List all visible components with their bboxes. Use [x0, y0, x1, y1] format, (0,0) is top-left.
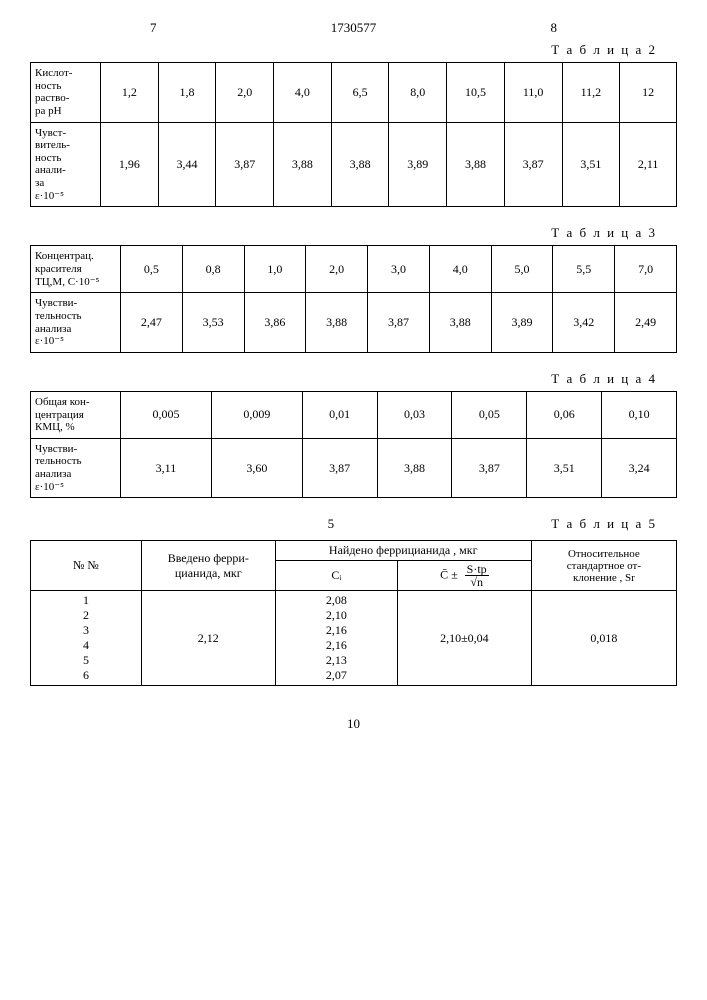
- t5-h-sr: Относительное стандартное от- клонение ,…: [531, 541, 676, 591]
- t2-r1-c2: 2,0: [216, 63, 274, 123]
- doc-number: 1730577: [0, 20, 707, 36]
- t4-r2-c1: 3,60: [211, 438, 302, 498]
- t4-r1-c3: 0,03: [377, 391, 452, 438]
- t4-r1-c6: 0,10: [602, 391, 677, 438]
- t2-r2-header: Чувст- витель- ность анали- за ε·10⁻⁵: [31, 122, 101, 207]
- t3-r2-c2: 3,86: [244, 293, 306, 353]
- t5-n0: 1: [34, 593, 138, 608]
- t2-r2-c9: 2,11: [620, 122, 677, 207]
- t5-ci: 2,08 2,10 2,16 2,16 2,13 2,07: [275, 591, 397, 686]
- t5-n3: 4: [34, 638, 138, 653]
- t4-r2-c4: 3,87: [452, 438, 527, 498]
- bottom-number: 10: [30, 716, 677, 732]
- t5-ci3: 2,16: [279, 638, 394, 653]
- t5-ci4: 2,13: [279, 653, 394, 668]
- t2-r2-c4: 3,88: [331, 122, 389, 207]
- t3-r2-c1: 3,53: [182, 293, 244, 353]
- table5-caption: Т а б л и ц а 5: [551, 516, 657, 532]
- t2-r1-header: Кислот- ность раство- ра pH: [31, 63, 101, 123]
- t5-n2: 3: [34, 623, 138, 638]
- t4-r2-c0: 3,11: [121, 438, 212, 498]
- t5-ci1: 2,10: [279, 608, 394, 623]
- t5-nums: 1 2 3 4 5 6: [31, 591, 142, 686]
- t2-r1-c5: 8,0: [389, 63, 447, 123]
- t3-r2-c3: 3,88: [306, 293, 368, 353]
- t3-r1-c2: 1,0: [244, 246, 306, 293]
- t2-r2-c2: 3,87: [216, 122, 274, 207]
- t3-r2-c7: 3,42: [553, 293, 615, 353]
- t2-r1-c6: 10,5: [447, 63, 505, 123]
- t4-r2-c6: 3,24: [602, 438, 677, 498]
- t3-r1-c0: 0,5: [121, 246, 183, 293]
- t5-n1: 2: [34, 608, 138, 623]
- t3-r2-c5: 3,88: [429, 293, 491, 353]
- table2: Кислот- ность раство- ра pH 1,2 1,8 2,0 …: [30, 62, 677, 207]
- table3: Концентрац. красителя ТЦ,М, С·10⁻⁵ 0,5 0…: [30, 245, 677, 352]
- formula-left: C̄ ±: [440, 568, 458, 582]
- t3-r1-c7: 5,5: [553, 246, 615, 293]
- t5-h-formula: C̄ ± S·tp √n: [397, 561, 531, 591]
- t2-r2-c1: 3,44: [158, 122, 216, 207]
- t3-r2-c8: 2,49: [615, 293, 677, 353]
- t5-sr: 0,018: [531, 591, 676, 686]
- t3-r1-c1: 0,8: [182, 246, 244, 293]
- table5: № № Введено ферри- цианида, мкг Найдено …: [30, 540, 677, 686]
- t5-ci5: 2,07: [279, 668, 394, 683]
- t3-r1-c5: 4,0: [429, 246, 491, 293]
- mid-number: 5: [328, 516, 335, 532]
- t2-r1-c4: 6,5: [331, 63, 389, 123]
- t3-r1-header: Концентрац. красителя ТЦ,М, С·10⁻⁵: [31, 246, 121, 293]
- t2-r2-c3: 3,88: [274, 122, 332, 207]
- t3-r2-c6: 3,89: [491, 293, 553, 353]
- t4-r1-c0: 0,005: [121, 391, 212, 438]
- t5-introduced: 2,12: [141, 591, 275, 686]
- t5-h-intro: Введено ферри- цианида, мкг: [141, 541, 275, 591]
- table4: Общая кон- центрация КМЦ, % 0,005 0,009 …: [30, 391, 677, 498]
- t5-n4: 5: [34, 653, 138, 668]
- t2-r2-c5: 3,89: [389, 122, 447, 207]
- table2-caption: Т а б л и ц а 2: [30, 42, 657, 58]
- t3-r2-header: Чувстви- тельность анализа ε·10⁻⁵: [31, 293, 121, 353]
- t5-h-ci: Cᵢ: [275, 561, 397, 591]
- t3-r2-c0: 2,47: [121, 293, 183, 353]
- t2-r1-c9: 12: [620, 63, 677, 123]
- formula-bot: √n: [465, 576, 489, 588]
- t3-r1-c8: 7,0: [615, 246, 677, 293]
- t4-r2-c5: 3,51: [527, 438, 602, 498]
- t4-r1-c1: 0,009: [211, 391, 302, 438]
- t5-h-found: Найдено феррицианида , мкг: [275, 541, 531, 561]
- t3-r2-c4: 3,87: [368, 293, 430, 353]
- table3-caption: Т а б л и ц а 3: [30, 225, 657, 241]
- t2-r1-c8: 11,2: [562, 63, 620, 123]
- t2-r1-c0: 1,2: [101, 63, 159, 123]
- t5-n5: 6: [34, 668, 138, 683]
- t5-ci2: 2,16: [279, 623, 394, 638]
- t2-r1-c3: 4,0: [274, 63, 332, 123]
- t4-r2-c2: 3,87: [302, 438, 377, 498]
- t2-r1-c1: 1,8: [158, 63, 216, 123]
- formula-frac: S·tp √n: [465, 563, 489, 588]
- t4-r1-c4: 0,05: [452, 391, 527, 438]
- t4-r1-header: Общая кон- центрация КМЦ, %: [31, 391, 121, 438]
- t2-r2-c8: 3,51: [562, 122, 620, 207]
- t5-ci0: 2,08: [279, 593, 394, 608]
- t4-r1-c5: 0,06: [527, 391, 602, 438]
- t2-r1-c7: 11,0: [504, 63, 562, 123]
- t2-r2-c6: 3,88: [447, 122, 505, 207]
- t4-r2-header: Чувстви- тельность анализа ε·10⁻⁵: [31, 438, 121, 498]
- t5-h-num: № №: [31, 541, 142, 591]
- t2-r2-c0: 1,96: [101, 122, 159, 207]
- table4-caption: Т а б л и ц а 4: [30, 371, 657, 387]
- t4-r2-c3: 3,88: [377, 438, 452, 498]
- t3-r1-c3: 2,0: [306, 246, 368, 293]
- t3-r1-c6: 5,0: [491, 246, 553, 293]
- page-header: 7 1730577 8: [30, 20, 677, 36]
- t4-r1-c2: 0,01: [302, 391, 377, 438]
- table5-caption-row: 5 Т а б л и ц а 5: [30, 516, 677, 532]
- t3-r1-c4: 3,0: [368, 246, 430, 293]
- t2-r2-c7: 3,87: [504, 122, 562, 207]
- t5-mean: 2,10±0,04: [397, 591, 531, 686]
